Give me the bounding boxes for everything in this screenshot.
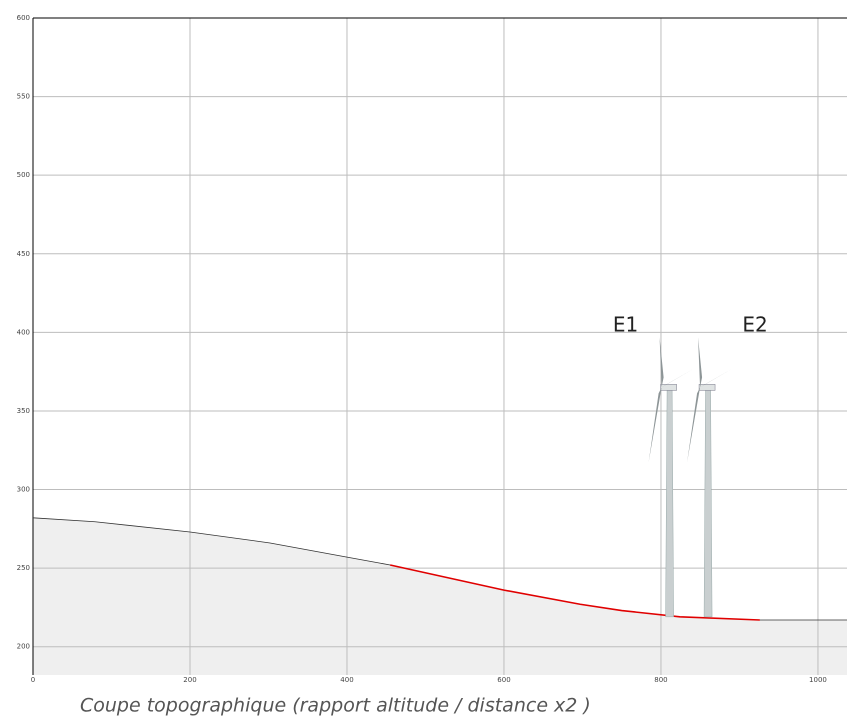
x-tick-label: 200 [183,676,196,684]
x-tick-label: 400 [340,676,353,684]
profile-line [389,564,760,621]
turbine-blade [661,369,693,388]
y-tick-label: 500 [17,171,30,179]
y-tick-label: 300 [17,486,30,494]
profile-line [32,517,847,621]
turbine-blade [687,387,701,463]
turbine-blade [698,337,703,388]
y-tick-label: 450 [17,250,30,258]
x-tick-label: 600 [497,676,510,684]
y-tick-label: 200 [17,643,30,651]
terrain-fill [33,517,847,675]
turbine-blade [648,387,662,463]
turbine-label: E1 [613,313,638,337]
wind-turbine [687,337,732,618]
y-tick-label: 350 [17,407,30,415]
turbine-blade [700,369,732,388]
wind-turbine [648,337,693,618]
y-tick-label: 550 [17,93,30,101]
y-tick-label: 400 [17,328,30,336]
turbine-tower [703,387,713,618]
turbine-nacelle [660,384,677,391]
x-tick-label: 800 [654,676,667,684]
caption: Coupe topographique (rapport altitude / … [80,695,591,717]
y-tick-label: 600 [17,14,30,22]
y-tick-label: 250 [17,564,30,572]
x-tick-label: 1000 [809,676,827,684]
turbine-tower [665,387,674,618]
turbine-nacelle [698,384,716,391]
turbine-label: E2 [742,313,767,337]
turbine-blade [659,337,664,388]
x-tick-label: 0 [31,676,35,684]
